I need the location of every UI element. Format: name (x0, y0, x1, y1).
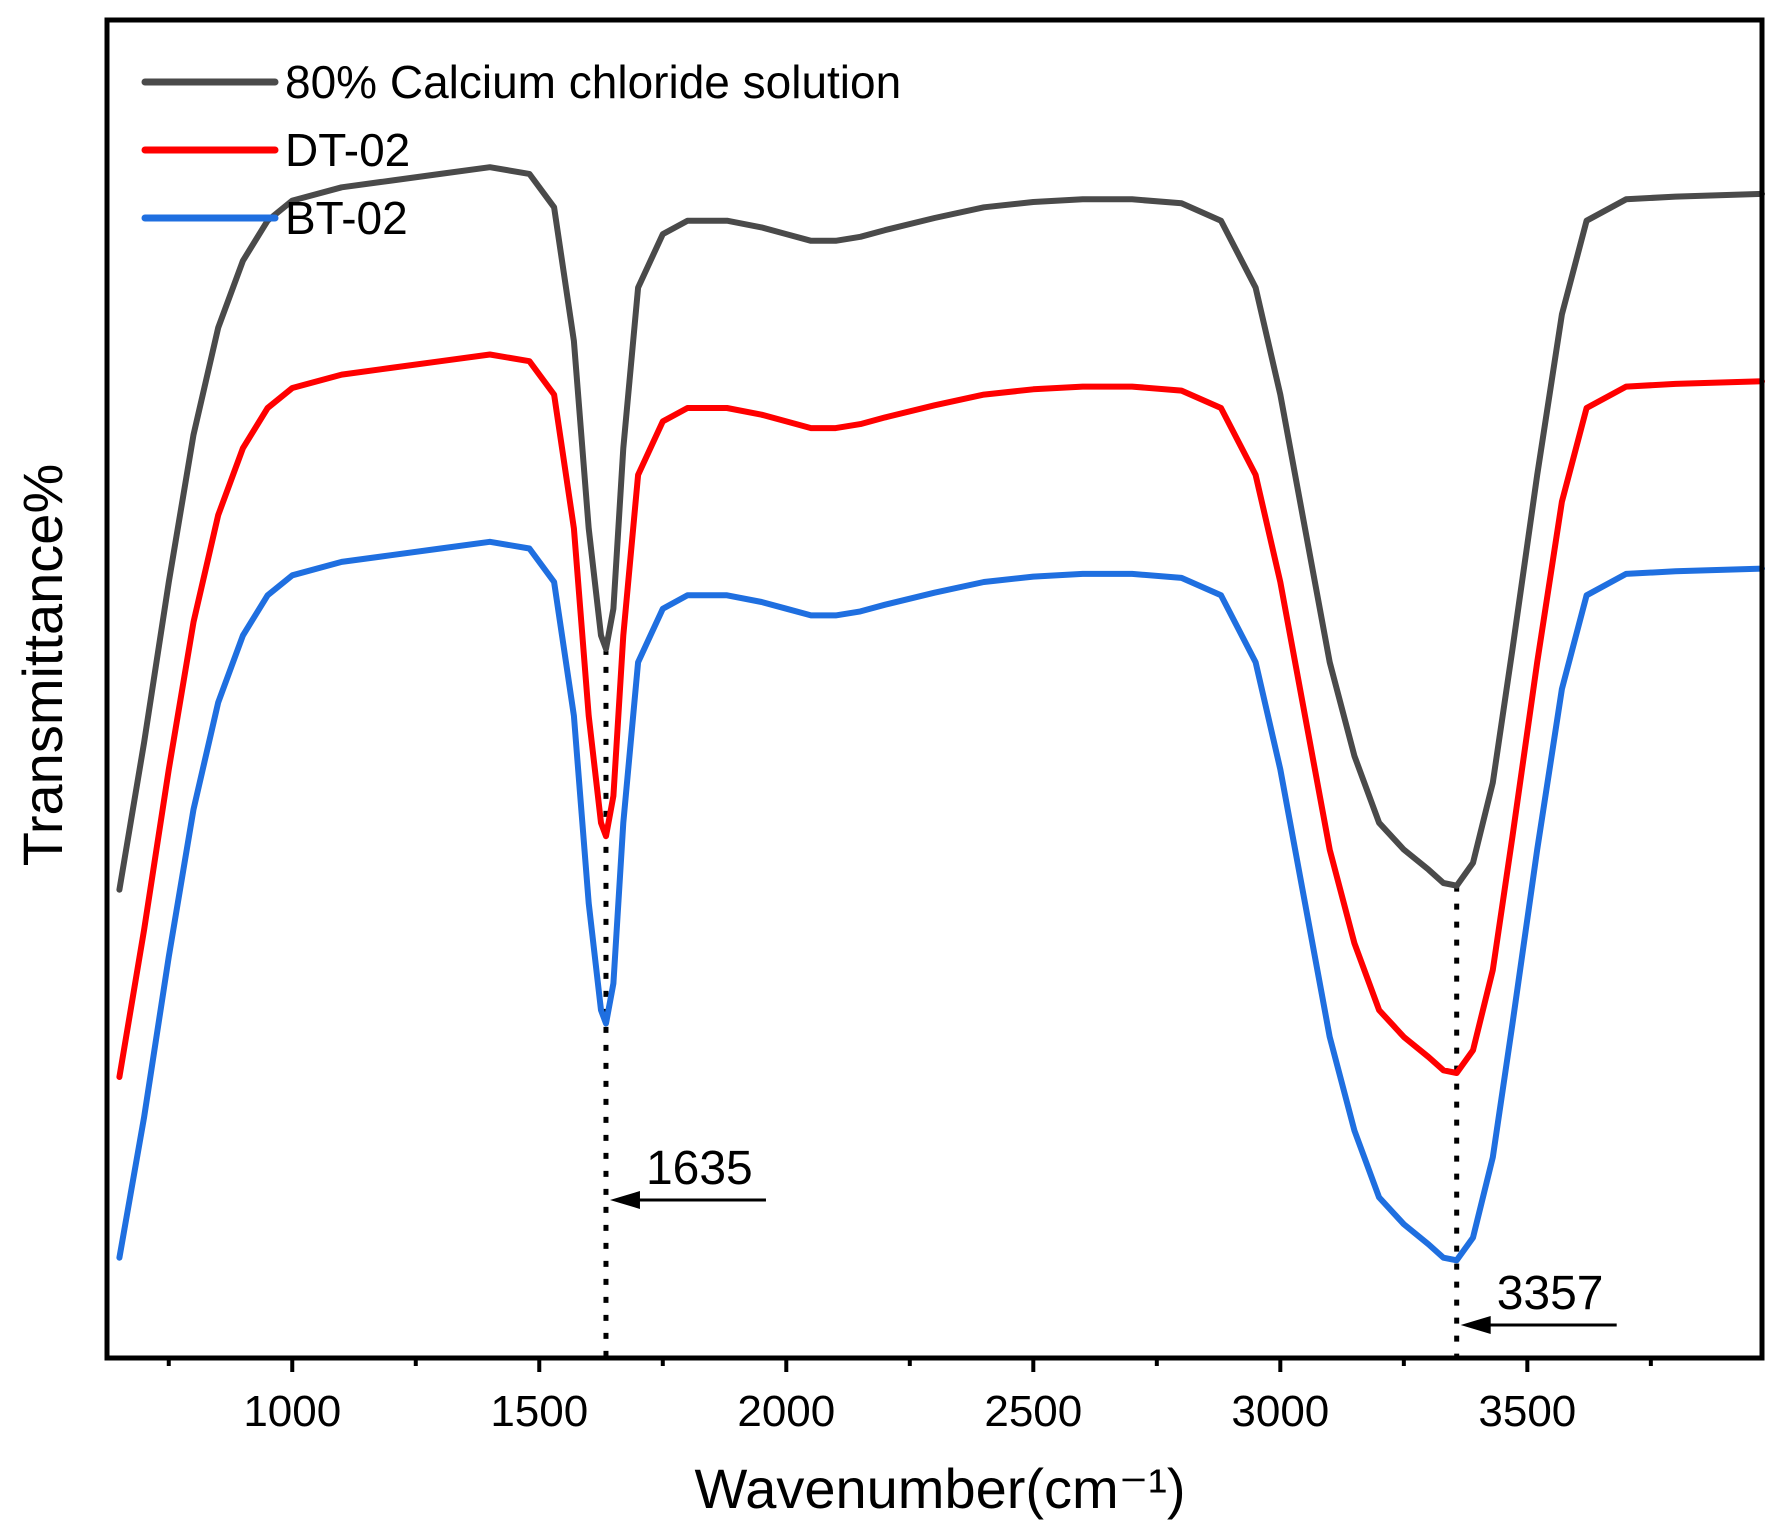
x-axis-ticks: 1000 1500 2000 2500 3000 3500 (166, 1358, 1653, 1436)
x-tick-label: 1000 (243, 1387, 341, 1436)
x-tick-label: 2000 (737, 1387, 835, 1436)
peak-arrow-head (609, 1191, 640, 1209)
plot-frame (104, 17, 1765, 1361)
x-axis-title: Wavenumber(cm⁻¹) (694, 1457, 1185, 1520)
legend-label: 80% Calcium chloride solution (285, 56, 901, 108)
x-tick-label: 3500 (1478, 1387, 1576, 1436)
legend-label: BT-02 (285, 192, 408, 244)
series-lines (116, 164, 1765, 1264)
series-line-80-calcium-chloride-solution (116, 164, 1765, 893)
x-tick-label: 2500 (984, 1387, 1082, 1436)
annotation-lines (603, 648, 1460, 1358)
y-axis-title: Transmittance% (11, 464, 74, 867)
x-tick-label: 1500 (490, 1387, 588, 1436)
peak-annotations: 1635 3357 (609, 1142, 1617, 1334)
series-line-bt-02 (116, 538, 1765, 1264)
peak-arrow-head (1460, 1316, 1491, 1334)
legend-label: DT-02 (285, 124, 410, 176)
peak-label: 3357 (1497, 1267, 1604, 1320)
peak-label: 1635 (646, 1142, 753, 1195)
series-line-dt-02 (116, 351, 1765, 1080)
legend: 80% Calcium chloride solution DT-02 BT-02 (141, 56, 901, 244)
x-tick-label: 3000 (1231, 1387, 1329, 1436)
